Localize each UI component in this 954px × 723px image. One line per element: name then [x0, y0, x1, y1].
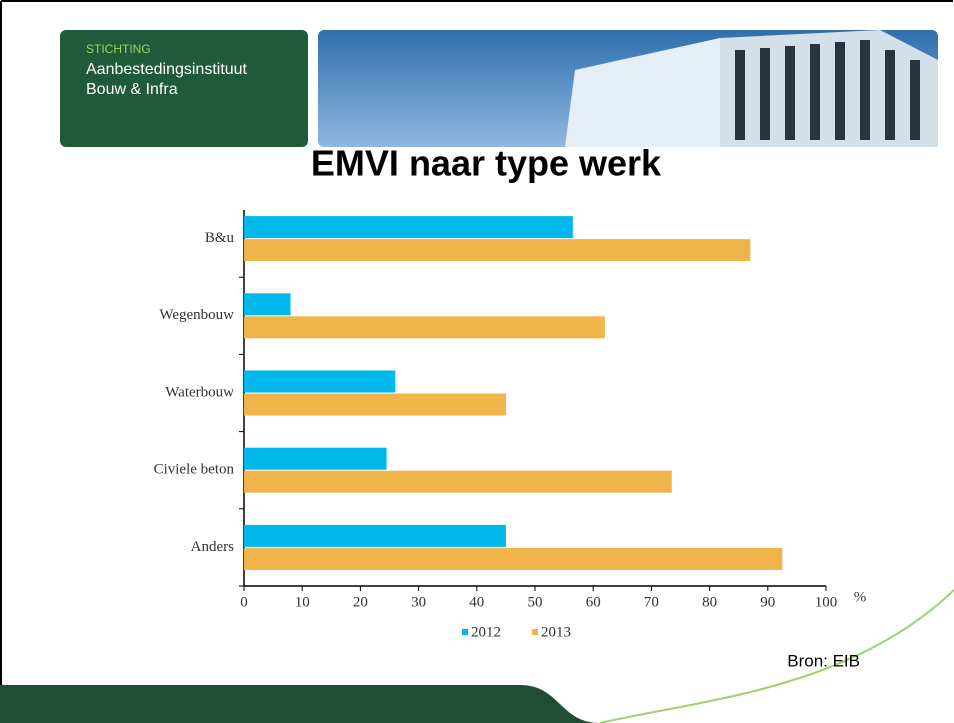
chart: 0 10 20 30 40 50 60 70 80 90 100 % B&u Wegenbouw Water…: [154, 210, 867, 640]
bar: [244, 547, 783, 570]
x-tick-label: 100: [815, 594, 838, 610]
source: Bron: EIB: [787, 651, 860, 670]
x-unit: %: [854, 589, 867, 605]
x-tick-label: 80: [702, 594, 717, 610]
x-tick-label: 40: [469, 594, 484, 610]
logo-text: Bouw & Infra: [86, 81, 178, 98]
windows: [735, 40, 920, 140]
bar: [244, 470, 672, 493]
x-tick-label: 20: [353, 594, 368, 610]
building: [565, 30, 938, 147]
bar: [244, 393, 506, 416]
bar: [244, 370, 396, 393]
bar: [244, 524, 506, 547]
legend-swatch: [462, 629, 468, 635]
footer-band: [0, 685, 600, 723]
x-tick-label: 60: [586, 594, 601, 610]
legend-label: 2013: [541, 624, 571, 640]
bar: [244, 447, 387, 470]
y-tick-label: Civiele beton: [154, 462, 235, 478]
x-tick-label: 0: [240, 594, 248, 610]
x-tick-label: 70: [644, 594, 659, 610]
y-tick-label: Wegenbouw: [159, 307, 234, 323]
x-tick-label: 50: [528, 594, 543, 610]
x-tick-label: 30: [411, 594, 426, 610]
logo-text: Aanbestedingsinstituut: [86, 61, 248, 78]
bar: [244, 293, 291, 316]
legend-swatch: [532, 629, 538, 635]
legend-label: 2012: [471, 624, 501, 640]
x-tick-label: 90: [760, 594, 775, 610]
logo-text: STICHTING: [86, 42, 151, 56]
footer-curve: [599, 589, 954, 723]
chart-title: EMVI naar type werk: [311, 143, 662, 184]
y-tick-label: Anders: [191, 539, 234, 555]
logo-box: [60, 30, 308, 147]
bar: [244, 239, 751, 262]
y-tick-label: B&u: [205, 230, 235, 246]
x-tick-label: 10: [295, 594, 310, 610]
bar: [244, 216, 573, 239]
bar: [244, 316, 605, 339]
y-tick-label: Waterbouw: [165, 384, 234, 400]
